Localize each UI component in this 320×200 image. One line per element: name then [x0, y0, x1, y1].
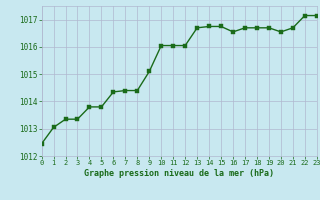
X-axis label: Graphe pression niveau de la mer (hPa): Graphe pression niveau de la mer (hPa): [84, 169, 274, 178]
